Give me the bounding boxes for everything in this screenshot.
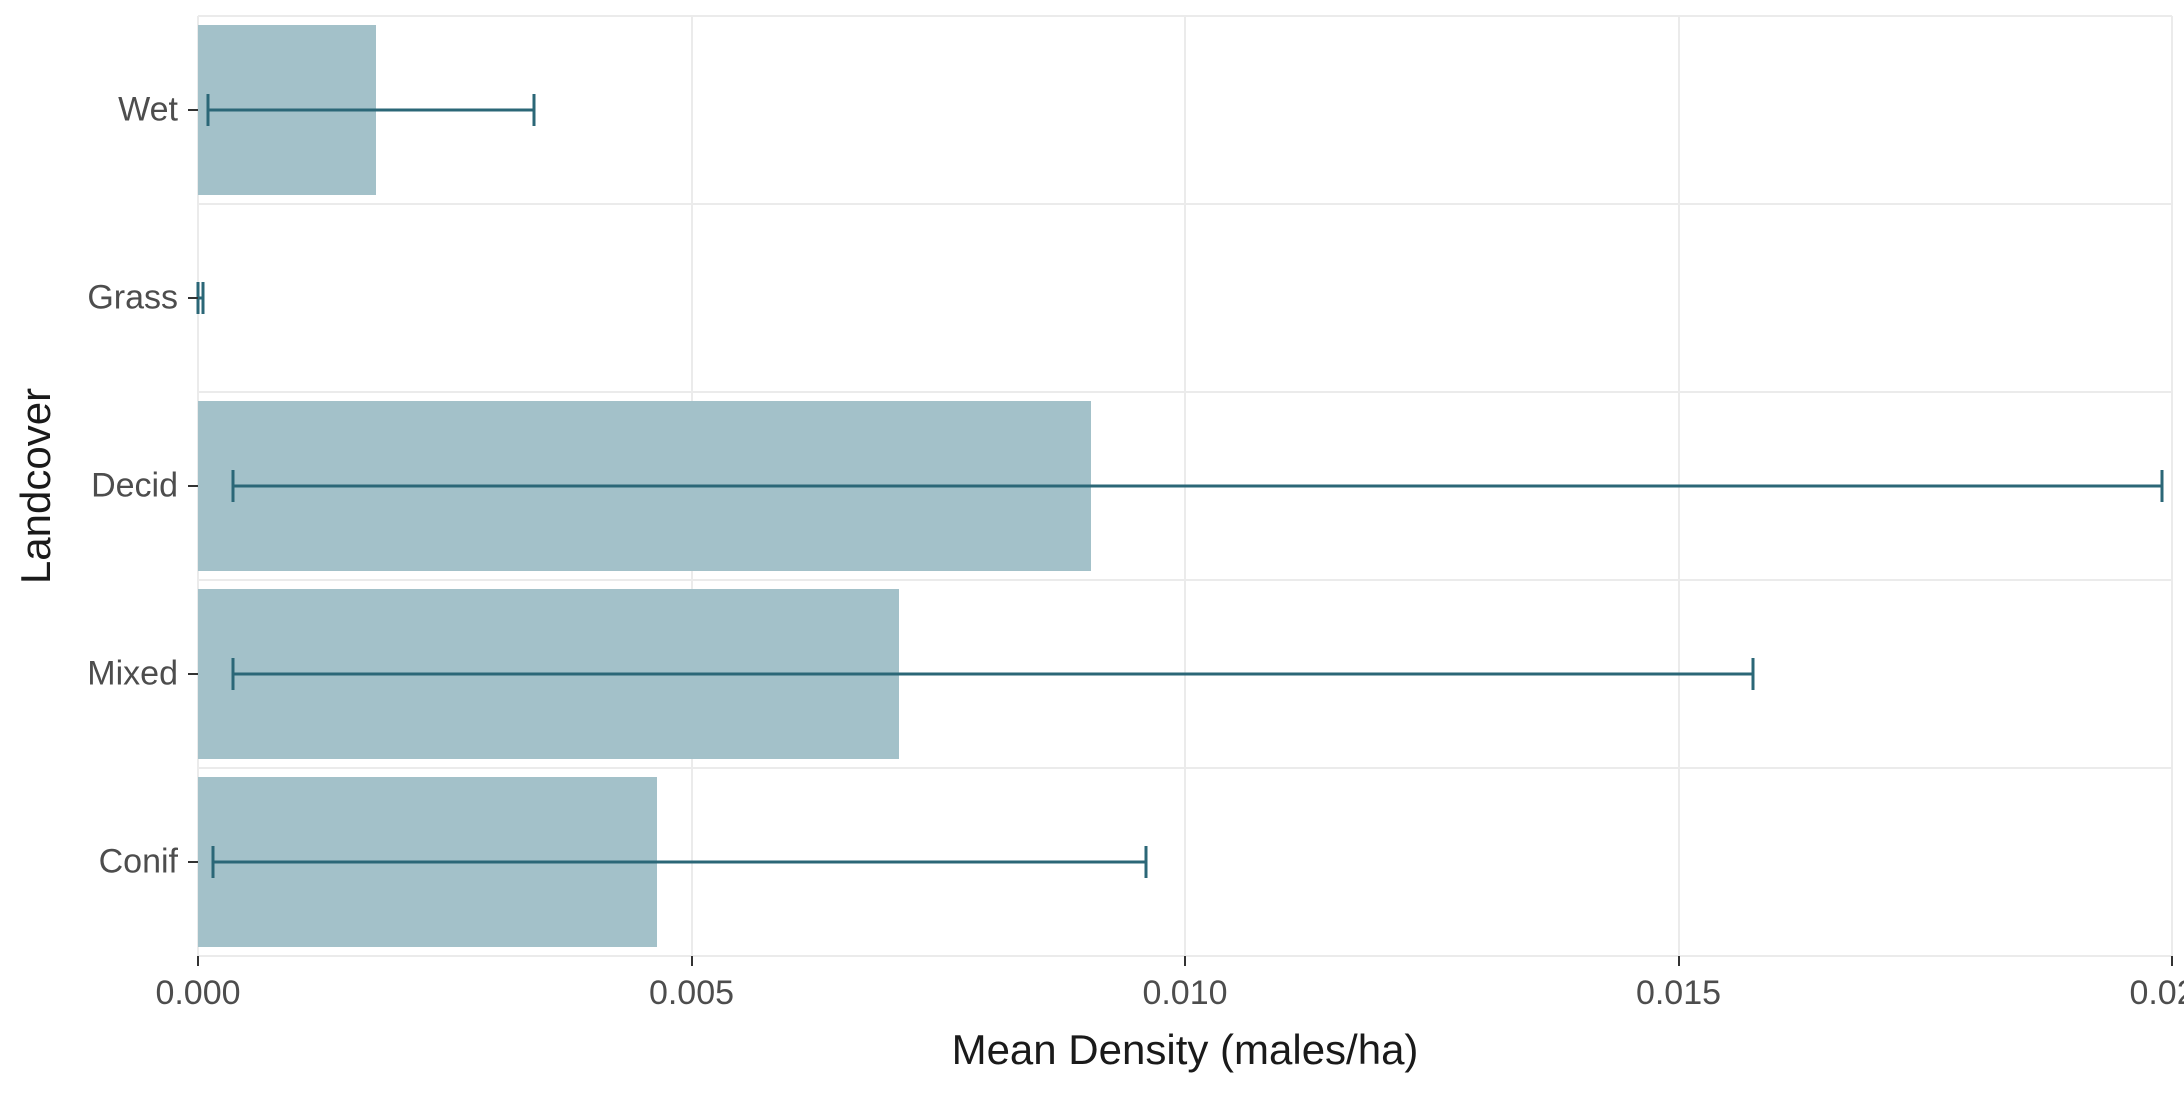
y-tick-label: Grass: [87, 279, 178, 318]
y-tick-label: Mixed: [87, 655, 178, 694]
y-tick-label: Wet: [118, 91, 178, 130]
y-tick-mark: [188, 297, 198, 299]
gridline-horizontal: [198, 579, 2172, 581]
errorbar-line: [208, 109, 534, 112]
errorbar-cap-high: [532, 94, 535, 126]
errorbar-cap-low: [231, 658, 234, 690]
x-tick-label: 0.000: [155, 974, 240, 1013]
x-tick-mark: [1184, 956, 1186, 966]
gridline-horizontal: [198, 391, 2172, 393]
x-tick-mark: [2171, 956, 2173, 966]
errorbar-line: [233, 673, 1753, 676]
errorbar-cap-high: [1751, 658, 1754, 690]
errorbar-cap-low: [231, 470, 234, 502]
x-tick-label: 0.010: [1142, 974, 1227, 1013]
y-tick-label: Decid: [91, 467, 178, 506]
y-tick-mark: [188, 673, 198, 675]
errorbar-cap-low: [211, 846, 214, 878]
errorbar-cap-high: [201, 282, 204, 314]
y-tick-label: Conif: [99, 843, 178, 882]
errorbar-cap-high: [1144, 846, 1147, 878]
y-tick-mark: [188, 485, 198, 487]
y-tick-mark: [188, 861, 198, 863]
y-axis-title: Landcover: [12, 388, 60, 584]
x-axis-title: Mean Density (males/ha): [952, 1026, 1419, 1074]
errorbar-cap-low: [206, 94, 209, 126]
errorbar-cap-high: [2161, 470, 2164, 502]
gridline-horizontal: [198, 203, 2172, 205]
y-tick-mark: [188, 109, 198, 111]
errorbar-line: [233, 485, 2163, 488]
x-tick-mark: [691, 956, 693, 966]
x-tick-label: 0.015: [1636, 974, 1721, 1013]
x-tick-mark: [197, 956, 199, 966]
gridline-vertical: [2171, 16, 2173, 956]
plot-area: [198, 16, 2172, 956]
x-tick-label: 0.020: [2129, 974, 2184, 1013]
errorbar-line: [213, 861, 1146, 864]
chart-container: 0.000 0.005 0.010 0.015 0.020 Wet Grass Decid Mi…: [0, 0, 2184, 1096]
x-tick-mark: [1678, 956, 1680, 966]
gridline-horizontal: [198, 767, 2172, 769]
x-tick-label: 0.005: [649, 974, 734, 1013]
gridline-horizontal: [198, 15, 2172, 17]
